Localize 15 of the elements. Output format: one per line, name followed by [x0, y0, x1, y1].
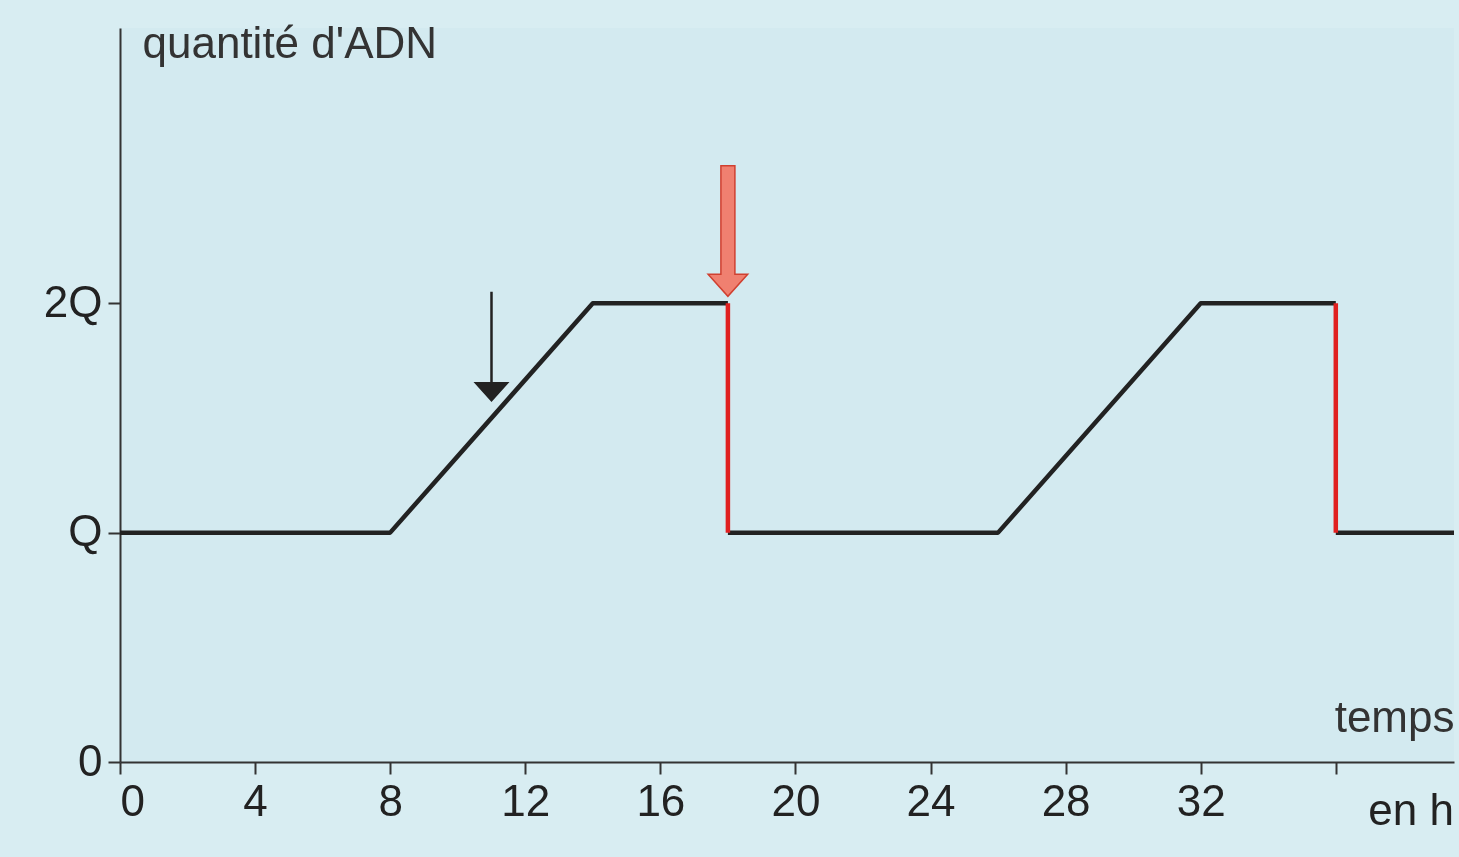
x-tick-label: 12 [501, 775, 551, 825]
x-tick-label: 0 [120, 775, 145, 825]
y-tick-label: 0 [78, 735, 103, 785]
y-tick-label: Q [68, 506, 103, 556]
x-axis-title: temps [1334, 691, 1455, 741]
x-tick-label: 32 [1176, 775, 1226, 825]
y-axis-title: quantité d'ADN [142, 17, 438, 67]
x-tick-label: 20 [771, 775, 821, 825]
x-tick-label: 28 [1041, 775, 1091, 825]
text: en h [1368, 785, 1454, 834]
x-tick-label: 8 [378, 775, 403, 825]
x-tick-label: 4 [243, 775, 268, 825]
x-tick-label: 16 [636, 775, 686, 825]
y-tick-label: 2Q [43, 276, 103, 326]
x-tick-label: 24 [906, 775, 956, 825]
